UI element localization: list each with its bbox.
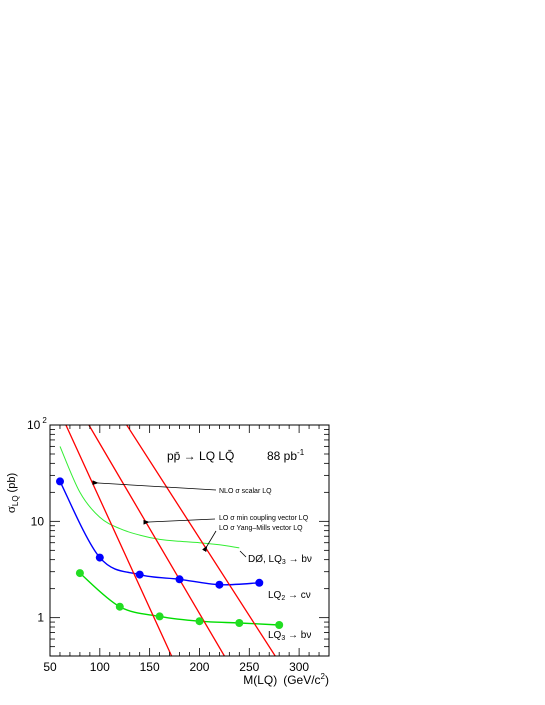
markers-layer bbox=[56, 477, 284, 629]
y-tick-label: 1 bbox=[37, 611, 44, 625]
series-1-point-1 bbox=[115, 602, 124, 611]
series-0-point-3 bbox=[175, 575, 184, 584]
series-1-point-0 bbox=[75, 569, 84, 578]
series-1-point-5 bbox=[275, 621, 284, 629]
series-0-point-4 bbox=[215, 580, 224, 589]
series-line-2 bbox=[59, 446, 240, 549]
series-0-point-0 bbox=[56, 477, 64, 486]
svg-text:M(LQ)(GeV/c2): M(LQ) (GeV/c2) bbox=[243, 672, 329, 687]
series-line-4 bbox=[88, 425, 225, 656]
label-lq2: LQ2 → cν bbox=[268, 590, 311, 602]
process-header: pp̄ → LQ LQ̄ 88 pb-1 bbox=[167, 448, 305, 463]
x-tick-label: 200 bbox=[189, 660, 209, 674]
tick-d0-label bbox=[239, 550, 247, 558]
annotation-nlo-scalar: NLO σ scalar LQ bbox=[219, 488, 272, 495]
annotation-yang-mills: LO σ Yang–Mills vector LQ bbox=[219, 525, 303, 532]
x-axis-label: M(LQ) (GeV/c2) bbox=[243, 672, 329, 687]
y-tick-label: 10 2 bbox=[27, 416, 47, 432]
x-tick-label: 250 bbox=[239, 660, 259, 674]
x-tick-label: 50 bbox=[43, 660, 57, 674]
y-tick-label: 10 bbox=[31, 514, 45, 528]
series-line-0 bbox=[59, 481, 260, 586]
y-axis-label: σLQ(pb) bbox=[3, 473, 20, 513]
series-1-point-4 bbox=[235, 619, 244, 627]
x-tick-label: 100 bbox=[90, 660, 110, 674]
luminosity-label: 88 pb-1 bbox=[267, 448, 305, 463]
arrow-min-coupling bbox=[143, 518, 216, 525]
series-labels: DØ, LQ3 → bν LQ2 → cν LQ3 → bν bbox=[248, 554, 312, 642]
label-lq3: LQ3 → bν bbox=[268, 630, 311, 642]
x-tick-label: 150 bbox=[140, 660, 160, 674]
x-axis: 50 100 150 200 250 300 bbox=[43, 425, 320, 674]
arrow-yang-mills bbox=[202, 530, 217, 553]
series-line-5 bbox=[126, 425, 276, 656]
series-1-point-2 bbox=[155, 612, 164, 621]
process-label: pp̄ → LQ LQ̄ bbox=[167, 449, 234, 463]
svg-text:σLQ(pb): σLQ(pb) bbox=[3, 473, 20, 513]
series-0-point-5 bbox=[255, 578, 264, 587]
annotation-min-coupling: LO σ min coupling vector LQ bbox=[219, 515, 309, 522]
series-0-point-1 bbox=[95, 553, 104, 562]
label-d0-lq3: DØ, LQ3 → bν bbox=[248, 554, 312, 566]
series-0-point-2 bbox=[135, 570, 144, 579]
annotations: NLO σ scalar LQ LO σ min coupling vector… bbox=[92, 480, 309, 558]
series-1-point-3 bbox=[195, 617, 204, 626]
x-tick-label: 300 bbox=[289, 660, 309, 674]
series-line-3 bbox=[65, 425, 173, 656]
arrow-nlo-scalar bbox=[92, 480, 217, 491]
y-axis: 1 10 10 2 bbox=[27, 416, 329, 657]
